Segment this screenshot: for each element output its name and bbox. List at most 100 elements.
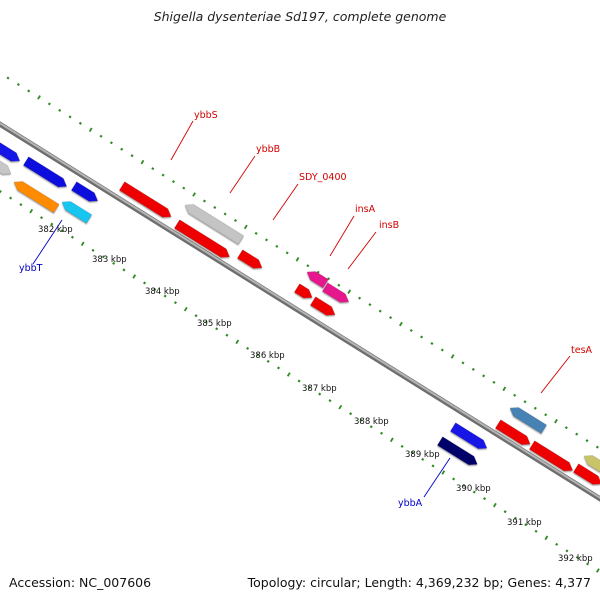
gene-label-insA[interactable]: insA — [355, 204, 376, 215]
gene-labels: ybbS ybbB SDY_0400 insA insB tesA ybbT y… — [19, 110, 593, 509]
minor-tick — [575, 432, 579, 436]
kbp-label-383: 383 kbp — [92, 255, 127, 265]
minor-tick — [151, 167, 155, 171]
major-tick — [502, 386, 507, 392]
minor-tick — [462, 484, 466, 488]
label-leader-line — [272, 183, 299, 221]
gene-blue-2[interactable] — [23, 156, 69, 191]
minor-tick — [78, 121, 82, 125]
outer-tick-track — [6, 76, 599, 449]
label-leader-line — [170, 120, 194, 161]
gene-red-7[interactable] — [529, 440, 575, 475]
kbp-label-387: 387 kbp — [302, 384, 337, 394]
minor-tick — [153, 288, 157, 292]
minor-tick — [483, 497, 487, 501]
gene-red-4[interactable] — [294, 283, 315, 302]
minor-tick — [60, 229, 64, 233]
minor-tick — [410, 451, 414, 455]
label-leader-line — [347, 231, 377, 270]
gene-red-3[interactable] — [237, 249, 264, 272]
gene-blue-1[interactable] — [0, 141, 22, 165]
label-leader-line — [423, 457, 451, 498]
gene-gray-ybbB[interactable] — [182, 201, 244, 245]
minor-tick — [58, 108, 62, 112]
gene-label-ybbS[interactable]: ybbS — [194, 110, 218, 121]
label-leader-line — [229, 155, 256, 194]
gene-red-6[interactable] — [495, 419, 533, 449]
minor-tick — [223, 212, 227, 216]
minor-tick — [50, 222, 54, 226]
gene-label-insB[interactable]: insB — [379, 220, 399, 231]
minor-tick — [254, 231, 258, 235]
minor-tick — [163, 294, 167, 298]
major-tick — [544, 535, 549, 541]
gene-magenta-insA[interactable] — [304, 268, 329, 289]
gene-steelblue-tesA[interactable] — [507, 404, 547, 434]
minor-tick — [430, 341, 434, 346]
major-tick — [295, 257, 300, 262]
minor-tick — [39, 216, 44, 220]
genome-summary-text: Topology: circular; Length: 4,369,232 bp… — [247, 575, 591, 590]
gene-label-ybbT[interactable]: ybbT — [19, 263, 43, 274]
major-tick — [596, 568, 600, 573]
major-tick — [140, 159, 145, 165]
minor-tick — [523, 400, 527, 404]
gene-red-2[interactable] — [174, 219, 232, 261]
minor-tick — [534, 529, 538, 533]
minor-tick — [471, 367, 475, 371]
gene-navy[interactable] — [437, 436, 480, 469]
minor-tick — [194, 314, 198, 318]
gene-orange[interactable] — [11, 178, 60, 214]
minor-tick — [215, 327, 219, 331]
minor-tick — [47, 102, 51, 106]
minor-tick — [161, 173, 165, 177]
gene-label-tesA[interactable]: tesA — [571, 345, 593, 356]
minor-tick — [358, 296, 362, 300]
gene-red-1[interactable] — [119, 181, 173, 221]
minor-tick — [513, 516, 517, 520]
minor-tick — [91, 248, 95, 252]
gene-magenta-insB[interactable] — [322, 282, 351, 306]
gene-gray-1[interactable] — [0, 158, 14, 178]
gene-cyan[interactable] — [59, 198, 93, 224]
minor-tick — [389, 316, 393, 320]
inner-tick-track — [0, 190, 600, 573]
major-tick — [235, 339, 240, 345]
kbp-labels: 382 kbp 383 kbp 384 kbp 385 kbp 386 kbp … — [38, 225, 593, 564]
accession-text: Accession: NC_007606 — [9, 575, 152, 590]
minor-tick — [68, 115, 72, 119]
major-tick — [80, 241, 85, 247]
gene-label-ybbA[interactable]: ybbA — [398, 498, 423, 509]
gene-label-ybbB[interactable]: ybbB — [256, 144, 280, 155]
minor-tick — [565, 549, 569, 553]
gene-label-SDY_0400[interactable]: SDY_0400 — [299, 172, 347, 183]
kbp-label-392: 392 kbp — [558, 554, 593, 564]
kbp-label-382: 382 kbp — [38, 225, 73, 235]
gene-red-5[interactable] — [310, 296, 337, 319]
minor-tick — [143, 281, 147, 285]
minor-tick — [369, 425, 373, 429]
minor-tick — [359, 418, 363, 422]
minor-tick — [276, 366, 280, 370]
minor-tick — [555, 542, 559, 546]
major-tick — [338, 404, 343, 410]
minor-tick — [9, 196, 13, 200]
minor-tick — [122, 268, 126, 272]
gene-blue-ybbA[interactable] — [450, 422, 489, 453]
minor-tick — [182, 186, 186, 190]
major-tick — [37, 95, 41, 100]
gene-red-8[interactable] — [573, 463, 600, 488]
minor-tick — [256, 353, 260, 357]
kbp-label-385: 385 kbp — [197, 319, 232, 329]
minor-tick — [400, 444, 404, 448]
minor-tick — [112, 261, 116, 265]
minor-tick — [575, 555, 579, 559]
gene-blue-3[interactable] — [71, 181, 100, 205]
minor-tick — [492, 380, 496, 384]
minor-tick — [173, 301, 177, 305]
major-tick — [441, 470, 446, 475]
minor-tick — [513, 393, 517, 397]
kbp-label-384: 384 kbp — [145, 287, 180, 297]
minor-tick — [420, 335, 424, 339]
